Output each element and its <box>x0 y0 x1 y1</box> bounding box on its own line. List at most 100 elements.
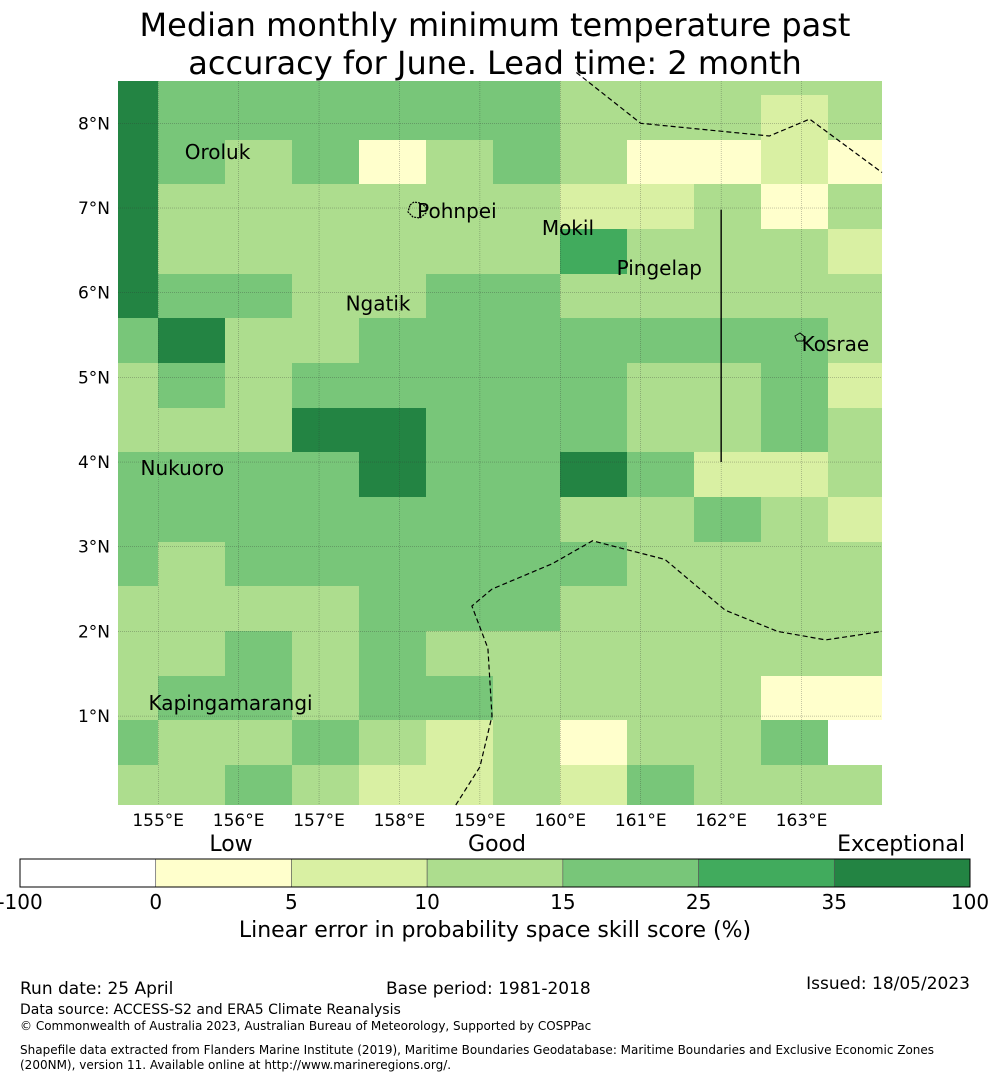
category-good-label: Good <box>468 832 526 857</box>
grid-cell <box>828 497 882 542</box>
colorbar-swatch <box>562 858 699 888</box>
grid-cell <box>493 318 560 363</box>
place-label-kosrae: Kosrae <box>802 332 870 356</box>
grid-cell <box>627 140 694 184</box>
colorbar-swatch <box>426 858 564 888</box>
lon-tick-label: 160°E <box>534 811 586 831</box>
grid-cell <box>158 184 225 229</box>
grid-cell <box>225 408 292 452</box>
grid-cell <box>158 363 225 408</box>
grid-cell <box>761 676 828 720</box>
lon-tick-label: 163°E <box>776 811 828 831</box>
grid-cell <box>627 81 694 95</box>
base-period: Base period: 1981-2018 <box>386 979 591 999</box>
grid-cell <box>828 676 882 720</box>
grid-cell <box>359 542 426 586</box>
grid-cell <box>426 140 493 184</box>
grid-cell <box>158 676 225 720</box>
chart-title: Median monthly minimum temperature past … <box>0 6 990 82</box>
grid-cell <box>828 184 882 229</box>
grid-cell <box>560 586 627 631</box>
grid-cell <box>158 542 225 586</box>
grid-cell <box>560 765 627 805</box>
grid-cell <box>359 318 426 363</box>
lon-tick-label: 161°E <box>615 811 667 831</box>
grid-cell <box>158 586 225 631</box>
colorbar-swatch <box>19 858 157 888</box>
grid-cell <box>828 452 882 497</box>
grid-cell <box>493 720 560 765</box>
grid-cell <box>761 452 828 497</box>
grid-cell <box>560 318 627 363</box>
lat-tick-label: 6°N <box>78 284 110 304</box>
grid-cell <box>560 408 627 452</box>
grid-cell <box>493 140 560 184</box>
grid-cell <box>359 452 426 497</box>
grid-cell <box>426 363 493 408</box>
copyright: © Commonwealth of Australia 2023, Austra… <box>20 1019 592 1033</box>
grid-cell <box>694 676 761 720</box>
grid-cell <box>694 81 761 95</box>
grid-cell <box>359 140 426 184</box>
grid-cell <box>560 631 627 676</box>
grid-cell <box>158 318 225 363</box>
grid-cell <box>158 720 225 765</box>
grid-cell <box>158 274 225 318</box>
grid-cell <box>694 542 761 586</box>
grid-cell <box>694 720 761 765</box>
grid-cell <box>560 720 627 765</box>
lat-tick-label: 2°N <box>78 622 110 642</box>
grid-cell <box>560 497 627 542</box>
grid-cell <box>627 452 694 497</box>
grid-cell <box>118 274 158 318</box>
grid-cell <box>828 720 882 765</box>
grid-cell <box>694 184 761 229</box>
grid-cell <box>627 184 694 229</box>
grid-cell <box>292 140 359 184</box>
grid-cell <box>493 676 560 720</box>
shapefile-line-1: Shapefile data extracted from Flanders M… <box>20 1043 935 1057</box>
place-label-pohnpei: Pohnpei <box>417 199 497 223</box>
grid-cell <box>828 140 882 184</box>
grid-cell <box>627 542 694 586</box>
grid-cell <box>694 363 761 408</box>
colorbar-tick-label: 25 <box>686 890 711 914</box>
grid-cell <box>761 586 828 631</box>
lon-tick-label: 157°E <box>293 811 345 831</box>
grid-cell <box>225 140 292 184</box>
grid-cell <box>426 542 493 586</box>
grid-cell <box>627 274 694 318</box>
grid-cell <box>292 95 359 140</box>
grid-cell <box>158 452 225 497</box>
grid-cell <box>225 631 292 676</box>
grid-cell <box>493 81 560 95</box>
grid-cell <box>118 542 158 586</box>
grid-cell <box>292 631 359 676</box>
grid-cell <box>828 542 882 586</box>
grid-cell <box>560 81 627 95</box>
grid-cell <box>560 140 627 184</box>
grid-cell <box>493 586 560 631</box>
grid-cell <box>118 631 158 676</box>
grid-cell <box>292 184 359 229</box>
grid-cell <box>694 631 761 676</box>
place-label-pingelap: Pingelap <box>617 256 702 280</box>
place-label-mokil: Mokil <box>542 216 594 240</box>
grid-cell <box>493 229 560 274</box>
grid-cell <box>560 184 627 229</box>
lat-tick-label: 1°N <box>78 707 110 727</box>
grid-cell <box>761 631 828 676</box>
category-exceptional-label: Exceptional <box>837 832 965 857</box>
grid-cell <box>426 408 493 452</box>
grid-cell <box>158 765 225 805</box>
grid-cell <box>225 229 292 274</box>
grid-cell <box>828 95 882 140</box>
grid-cell <box>158 81 225 95</box>
grid-cell <box>118 765 158 805</box>
grid-cell <box>118 95 158 140</box>
grid-cell <box>560 229 627 274</box>
grid-cell <box>158 140 225 184</box>
colorbar-tick-label: -100 <box>0 890 43 914</box>
grid-cell <box>761 140 828 184</box>
